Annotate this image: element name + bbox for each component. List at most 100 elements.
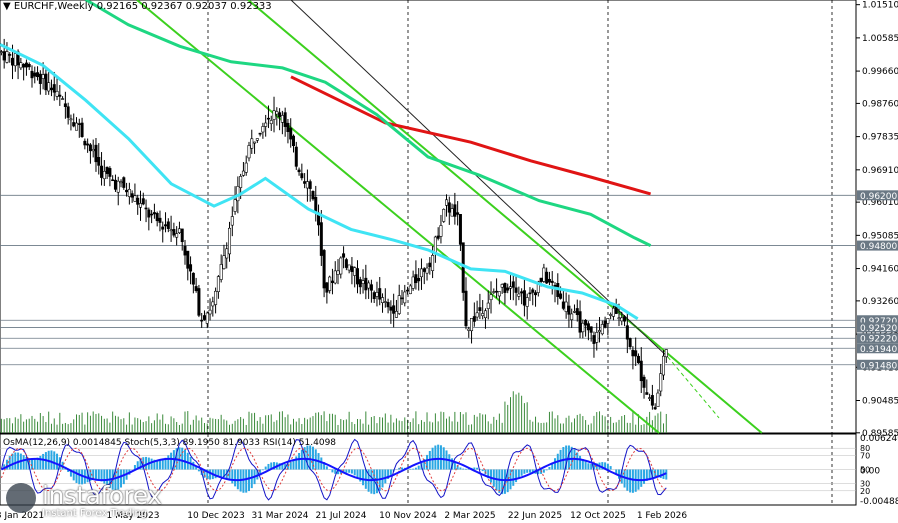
candle-body <box>239 176 243 188</box>
candle-body <box>241 170 245 176</box>
logo-name: instaforex <box>42 481 162 510</box>
candle-body <box>347 264 351 271</box>
candle-body <box>636 355 640 364</box>
candle-body <box>400 297 404 300</box>
candle-body <box>300 173 304 179</box>
candle-body <box>180 228 184 243</box>
candle-body <box>417 277 421 282</box>
candle-body <box>567 305 571 315</box>
candle-body <box>578 311 582 333</box>
x-tick-label: 12 Oct 2025 <box>570 511 626 521</box>
candle-body <box>33 72 37 77</box>
candle-body <box>470 318 474 332</box>
level-label-box <box>857 333 898 344</box>
candle-body <box>536 281 540 293</box>
candle-body <box>230 216 234 226</box>
candle-body <box>431 255 435 271</box>
candle-body <box>158 217 162 223</box>
candle-body <box>22 63 26 68</box>
candle-body <box>600 324 604 335</box>
osma-label: OsMA(12,26,9) 0.0014845 <box>3 438 122 448</box>
candle-body <box>111 179 115 182</box>
candle-body <box>66 106 70 118</box>
candle-body <box>275 111 279 115</box>
candle-body <box>659 373 663 392</box>
candle-body <box>122 177 126 188</box>
candle-body <box>531 289 535 293</box>
candle-body <box>631 349 635 357</box>
candle-body <box>202 315 206 320</box>
candle-body <box>339 257 343 275</box>
candle-body <box>130 193 134 198</box>
candle-body <box>144 207 148 210</box>
channel-line-upper <box>247 0 763 434</box>
moving-average-line <box>0 43 639 321</box>
candle-body <box>183 245 187 256</box>
title-marker[interactable]: ▼ <box>3 1 11 12</box>
candle-body <box>261 126 265 133</box>
candle-body <box>38 73 42 84</box>
rsi-line <box>0 457 667 482</box>
candle-body <box>94 144 98 163</box>
candle-body <box>250 138 254 149</box>
candle-body <box>164 224 168 227</box>
candle-body <box>0 51 3 53</box>
candle-body <box>328 276 332 291</box>
candle-body <box>592 335 596 344</box>
chart-title: ▼ EURCHF,Weekly 0.92165 0.92367 0.92037 … <box>3 1 272 12</box>
candle-body <box>492 291 496 293</box>
candle-body <box>419 268 423 278</box>
candle-body <box>100 165 104 178</box>
candle-body <box>648 397 652 399</box>
candle-body <box>539 277 543 282</box>
candle-body <box>19 62 23 69</box>
candle-body <box>186 250 190 269</box>
candle-body <box>169 229 173 232</box>
candle-body <box>83 140 87 146</box>
candle-body <box>208 309 212 315</box>
candle-body <box>383 301 387 303</box>
level-label-box <box>857 359 898 370</box>
candle-body <box>278 112 282 118</box>
moving-average-line <box>290 75 652 196</box>
candle-body <box>559 293 563 299</box>
candle-body <box>228 227 232 255</box>
candle-body <box>411 276 415 289</box>
candle-body <box>517 293 521 297</box>
ohlc-readout: 0.92165 0.92367 0.92037 0.92333 <box>96 1 272 12</box>
x-tick-label: 1 May 2023 <box>107 511 160 521</box>
level-label: 0.91480 <box>860 361 897 371</box>
candle-body <box>439 225 443 237</box>
candle-body <box>453 204 457 217</box>
candle-body <box>219 264 223 280</box>
candle-body <box>175 233 179 238</box>
candle-body <box>69 118 73 121</box>
candle-body <box>214 290 218 305</box>
candle-body <box>372 292 376 300</box>
candle-body <box>225 248 229 259</box>
candle-body <box>545 271 549 284</box>
stoch-rsi-tick-label: 50 <box>860 466 870 475</box>
candle-body <box>319 222 323 256</box>
y-tick-label: 0.90485 <box>862 397 898 407</box>
candle-body <box>436 235 440 239</box>
logo-icon <box>6 483 36 513</box>
candle-body <box>125 189 129 193</box>
candle-body <box>467 328 471 331</box>
candle-body <box>155 213 159 222</box>
candle-body <box>656 392 660 407</box>
candle-body <box>333 270 337 284</box>
candle-body <box>289 127 293 140</box>
candle-body <box>617 317 621 320</box>
indicator-legend: OsMA(12,26,9) 0.0014845 Stoch(5,3,3) 89.… <box>3 438 336 448</box>
candle-body <box>30 70 34 79</box>
y-tick-label: 0.99660 <box>862 67 898 77</box>
y-tick-label: 0.93260 <box>862 297 898 307</box>
candle-body <box>189 264 193 272</box>
candle-body <box>511 281 515 288</box>
symbol-label: EURCHF,Weekly <box>13 1 94 12</box>
candle-body <box>447 202 451 213</box>
y-tick-label: 0.94160 <box>862 265 898 275</box>
candle-body <box>520 291 524 294</box>
level-label-box <box>857 190 898 201</box>
